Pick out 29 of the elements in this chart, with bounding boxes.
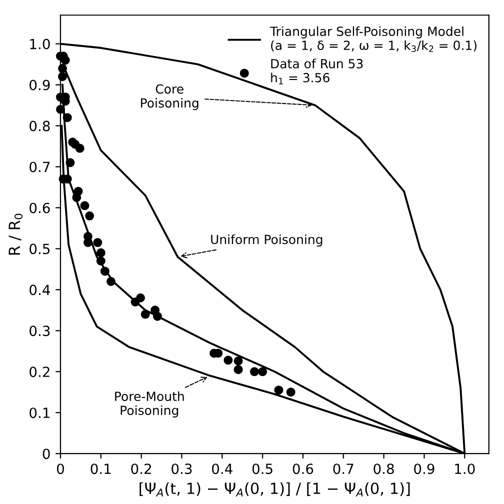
x-tick-label: 0.1 [90, 464, 111, 474]
y-axis-title: R / R$_{0}$ [8, 214, 23, 255]
y-tick-label: 0.3 [30, 326, 50, 336]
x-tick-label: 0.5 [252, 464, 272, 474]
x-tick-label: 0.9 [414, 464, 434, 474]
y-tick-label: 0.6 [30, 202, 50, 214]
annotation: Uniform Poisoning [211, 234, 322, 247]
legend-label: Data of Run 53 h$_{1}$ = 3.56 [271, 58, 363, 84]
x-tick-label: 0.6 [292, 464, 314, 474]
y-tick-label: 0.9 [30, 80, 50, 90]
y-tick-label: 1.0 [30, 38, 50, 50]
legend-label: Triangular Self-Poisoning Model (a = 1, δ = 2, ω = 1, k$_{3}$/k$_{2}$ = 0.1) [270, 26, 476, 52]
x-tick-label: 0.7 [333, 464, 354, 474]
x-tick-label: 0.2 [131, 464, 151, 474]
y-tick-label: 0.2 [30, 366, 50, 378]
x-tick-label: 1.0 [455, 464, 475, 474]
x-axis-title: [Ψ$_{A}$(t, 1) − Ψ$_{A}$(0, 1)] / [1 − Ψ$_{A}$(0, 1)] [140, 482, 410, 496]
y-tick-label: 0.8 [30, 120, 50, 132]
y-tick-label: 0 [42, 448, 50, 460]
y-tick-label: 0.5 [30, 244, 50, 254]
y-tick-label: 0.1 [30, 408, 50, 418]
annotation: Core Poisoning [141, 84, 198, 110]
x-tick-label: 0.3 [172, 464, 192, 474]
x-tick-label: 0.8 [374, 464, 394, 474]
x-tick-label: 0 [56, 464, 64, 474]
y-tick-label: 0.4 [30, 284, 50, 296]
annotation: Pore-Mouth Poisoning [115, 391, 184, 418]
x-tick-label: 0.4 [212, 464, 232, 474]
y-tick-label: 0.7 [30, 162, 50, 172]
